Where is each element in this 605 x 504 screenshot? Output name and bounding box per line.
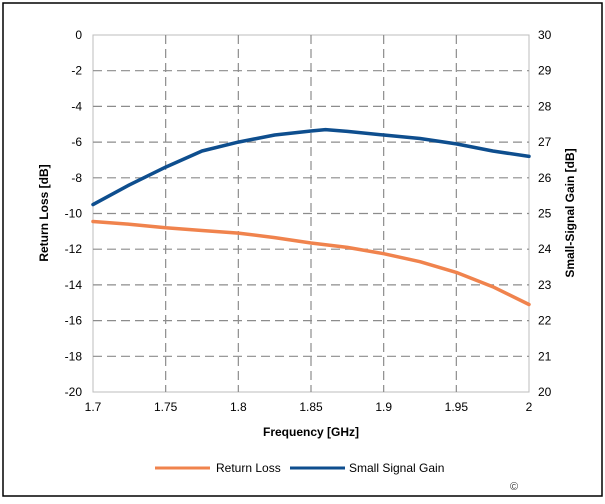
grid-lines: [93, 35, 529, 392]
x-tick-label: 1.8: [230, 400, 247, 414]
y-right-tick-label: 20: [538, 385, 552, 399]
x-tick-label: 1.85: [299, 400, 323, 414]
x-tick-label: 2: [526, 400, 533, 414]
y-left-tick-label: -8: [71, 171, 82, 185]
tick-labels: 1.7 1.75 1.8 1.85 1.9 1.95 20-2-4-6-8-10-12-14…: [65, 28, 552, 414]
y-right-tick-label: 22: [538, 314, 552, 328]
y-right-tick-label: 27: [538, 135, 552, 149]
series-line-small-signal-gain: [91, 127, 531, 207]
y-left-tick-label: -4: [71, 99, 82, 113]
x-tick-label: 1.75: [154, 400, 178, 414]
y-left-tick-label: -6: [71, 135, 82, 149]
y-right-tick-label: 26: [538, 171, 552, 185]
y-right-tick-label: 28: [538, 99, 552, 113]
series-group: [91, 127, 531, 307]
x-axis-label: Frequency [GHz]: [263, 425, 359, 439]
y-left-tick-label: -2: [71, 64, 82, 78]
y-right-axis-label: Small-Signal Gain [dB]: [563, 148, 577, 277]
y-right-tick-label: 24: [538, 242, 552, 256]
series-line-return-loss: [91, 219, 531, 307]
legend-label-small-signal-gain: Small Signal Gain: [349, 461, 444, 475]
y-left-tick-label: -18: [65, 349, 83, 363]
legend-label-return-loss: Return Loss: [216, 461, 281, 475]
y-left-tick-label: -12: [65, 242, 83, 256]
x-tick-label: 1.9: [375, 400, 392, 414]
x-tick-label: 1.95: [445, 400, 469, 414]
y-right-tick-label: 25: [538, 207, 552, 221]
y-right-tick-label: 23: [538, 278, 552, 292]
y-left-axis-label: Return Loss [dB]: [37, 164, 51, 261]
y-left-tick-label: 0: [75, 28, 82, 42]
y-left-tick-label: -20: [65, 385, 83, 399]
y-right-tick-label: 21: [538, 349, 552, 363]
y-left-tick-label: -14: [65, 278, 83, 292]
legend: Return Loss Small Signal Gain: [155, 461, 444, 475]
y-right-tick-label: 30: [538, 28, 552, 42]
y-left-tick-label: -10: [65, 207, 83, 221]
copyright-mark: ©: [510, 481, 518, 493]
y-right-tick-label: 29: [538, 64, 552, 78]
x-tick-label: 1.7: [85, 400, 102, 414]
y-left-tick-label: -16: [65, 314, 83, 328]
